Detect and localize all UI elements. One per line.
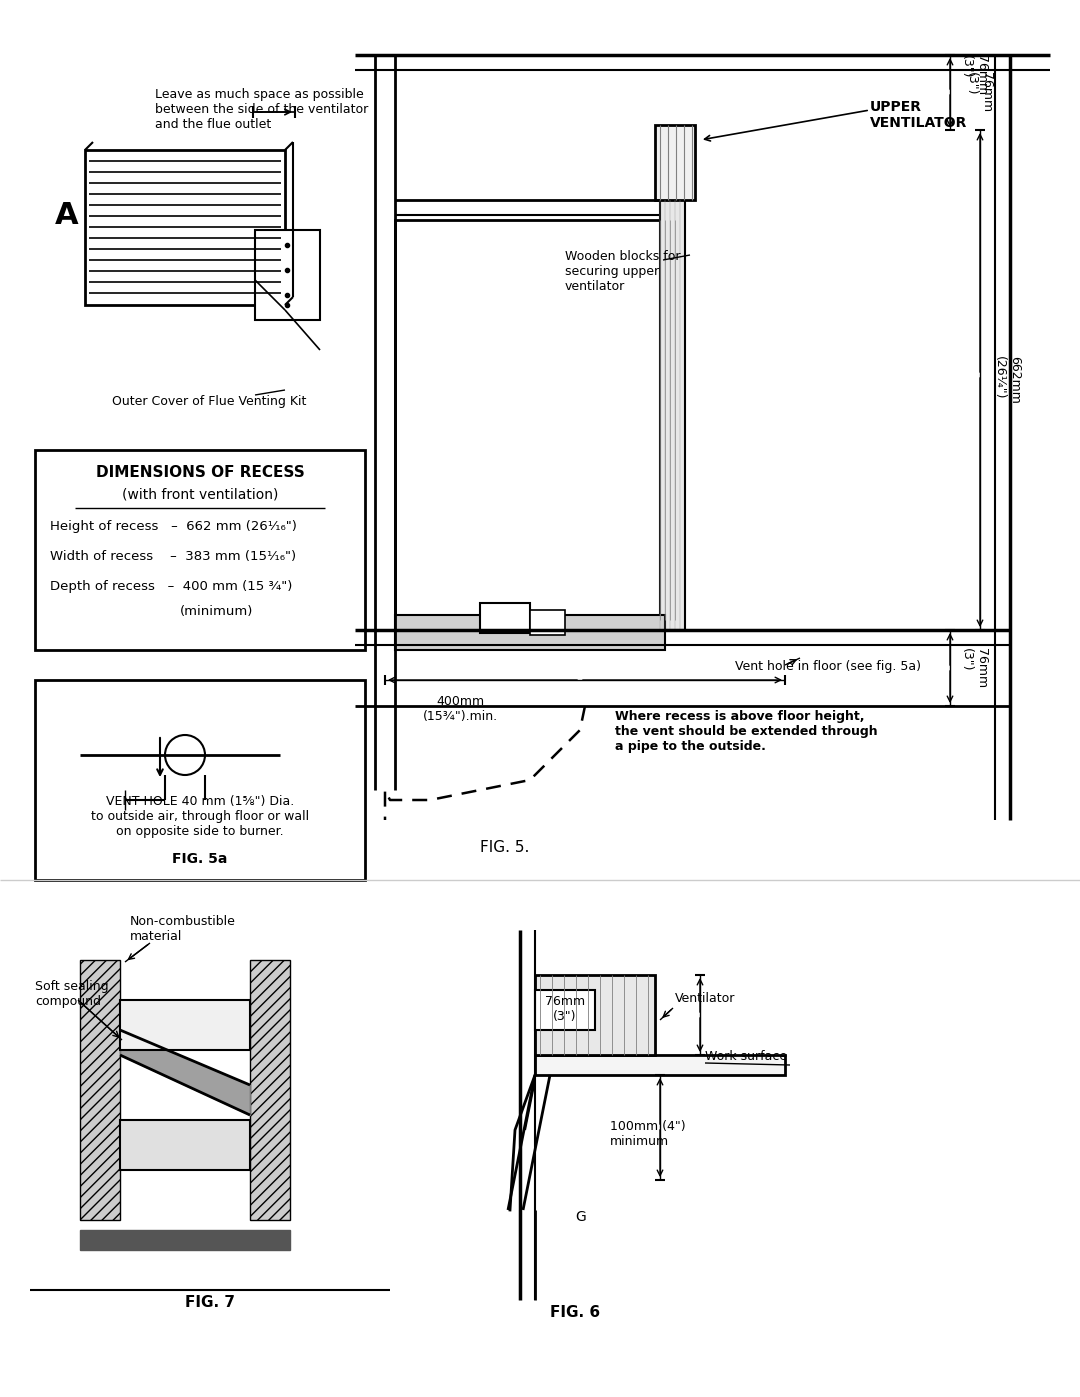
Polygon shape: [249, 960, 291, 1220]
Bar: [255, 231, 320, 320]
Text: FIG. 5.: FIG. 5.: [480, 840, 529, 855]
Bar: [535, 1055, 785, 1076]
Text: (minimum): (minimum): [180, 605, 254, 617]
Bar: [395, 615, 665, 650]
Text: Leave as much space as possible
between the side of the ventilator
and the flue : Leave as much space as possible between …: [156, 88, 368, 131]
Text: (with front ventilation): (with front ventilation): [122, 488, 279, 502]
Bar: [530, 610, 565, 636]
Text: FIG. 5a: FIG. 5a: [173, 852, 228, 866]
Bar: [660, 200, 685, 630]
Bar: [480, 604, 530, 633]
Text: Where recess is above floor height,
the vent should be extended through
a pipe t: Where recess is above floor height, the …: [615, 710, 878, 753]
Bar: [535, 990, 595, 1030]
Text: 100mm (4")
minimum: 100mm (4") minimum: [610, 1120, 686, 1148]
Text: Non-combustible
material: Non-combustible material: [130, 915, 235, 943]
Bar: [120, 1000, 249, 1051]
Bar: [120, 1120, 249, 1171]
Text: Outer Cover of Flue Venting Kit: Outer Cover of Flue Venting Kit: [112, 395, 307, 408]
Text: Ventilator: Ventilator: [675, 992, 735, 1004]
Text: FIG. 7: FIG. 7: [185, 1295, 235, 1310]
Bar: [85, 149, 285, 305]
Text: G: G: [575, 1210, 585, 1224]
Text: 76mm
(3"): 76mm (3"): [545, 995, 585, 1023]
Text: DIMENSIONS OF RECESS: DIMENSIONS OF RECESS: [96, 465, 305, 481]
Text: Work surface: Work surface: [705, 1051, 787, 1063]
Polygon shape: [80, 1229, 291, 1250]
Bar: [535, 975, 654, 1055]
Text: Width of recess    –  383 mm (15¹⁄₁₆"): Width of recess – 383 mm (15¹⁄₁₆"): [50, 550, 296, 563]
Text: Depth of recess   –  400 mm (15 ¾"): Depth of recess – 400 mm (15 ¾"): [50, 580, 293, 592]
Polygon shape: [80, 960, 120, 1220]
Text: FIG. 6: FIG. 6: [550, 1305, 600, 1320]
Text: 76mm
(3"): 76mm (3"): [960, 54, 988, 95]
Text: 76mm
(3"): 76mm (3"): [966, 71, 993, 112]
Text: A: A: [55, 201, 79, 229]
Text: 662mm
(26¹⁄₄"): 662mm (26¹⁄₄"): [993, 356, 1021, 404]
Text: VENT HOLE 40 mm (1⅝") Dia.
to outside air, through floor or wall
on opposite sid: VENT HOLE 40 mm (1⅝") Dia. to outside ai…: [91, 795, 309, 838]
Text: Height of recess   –  662 mm (26¹⁄₁₆"): Height of recess – 662 mm (26¹⁄₁₆"): [50, 520, 297, 534]
Bar: [395, 219, 665, 620]
Text: Soft sealing
compound: Soft sealing compound: [35, 981, 109, 1009]
Bar: [35, 450, 365, 650]
Text: 400mm
(15¾").min.: 400mm (15¾").min.: [422, 694, 498, 724]
Text: 76mm
(3"): 76mm (3"): [960, 648, 988, 689]
Bar: [654, 124, 696, 200]
Text: UPPER
VENTILATOR: UPPER VENTILATOR: [870, 101, 968, 130]
Text: Vent hole in floor (see fig. 5a): Vent hole in floor (see fig. 5a): [735, 659, 921, 673]
Bar: [35, 680, 365, 880]
Text: Wooden blocks for
securing upper
ventilator: Wooden blocks for securing upper ventila…: [565, 250, 680, 293]
